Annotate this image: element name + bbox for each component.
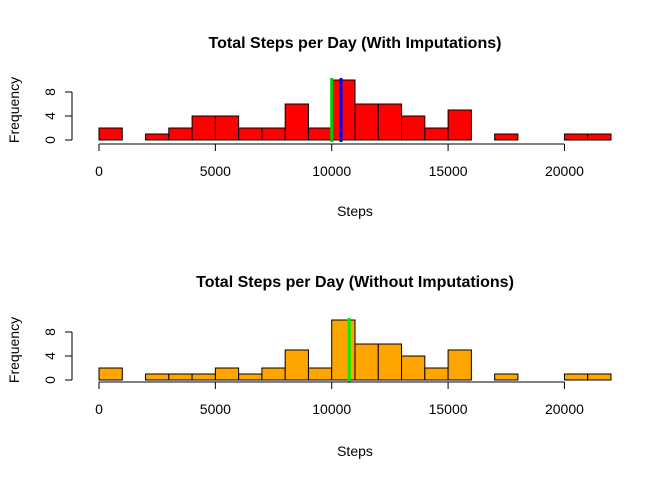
- histogram-bar: [331, 319, 356, 381]
- histogram-bar: [191, 115, 216, 141]
- y-tick-label: 4: [42, 352, 58, 360]
- x-tick-label: 20000: [545, 163, 584, 179]
- histogram-bar: [354, 103, 379, 141]
- histogram-bar: [168, 127, 193, 141]
- histogram-bar: [563, 373, 589, 381]
- x-tick-label: 5000: [200, 401, 231, 417]
- histogram-bar: [563, 133, 589, 141]
- histogram-bar: [261, 367, 286, 381]
- histogram-bar: [331, 79, 356, 141]
- y-axis-label: Frequency: [6, 77, 22, 143]
- histogram-bar: [284, 103, 309, 141]
- histogram-bar: [307, 367, 333, 381]
- histogram-bar: [587, 133, 612, 141]
- x-tick-label: 0: [95, 401, 103, 417]
- x-tick-label: 10000: [312, 401, 351, 417]
- histogram-bar: [447, 349, 472, 381]
- x-axis-label: Steps: [337, 203, 373, 219]
- histogram-bar: [587, 373, 612, 381]
- histogram-bar: [145, 373, 170, 381]
- histogram-bar: [424, 127, 449, 141]
- histogram-bar: [447, 109, 472, 141]
- histogram-bar: [307, 127, 333, 141]
- histogram-bar: [145, 133, 170, 141]
- x-tick-label: 20000: [545, 401, 584, 417]
- histogram-bar: [494, 373, 519, 381]
- histogram-bar: [354, 343, 379, 381]
- histogram-bar: [401, 115, 426, 141]
- histogram-bar: [214, 115, 240, 141]
- chart-title: Total Steps per Day (Without Imputations…: [196, 274, 514, 291]
- y-tick-label: 8: [42, 88, 58, 96]
- x-axis-label: Steps: [337, 443, 373, 459]
- x-tick-label: 0: [95, 163, 103, 179]
- histogram-bar: [214, 367, 240, 381]
- histogram-bar: [98, 367, 123, 381]
- histogram-bar: [424, 367, 449, 381]
- histogram-bar: [261, 127, 286, 141]
- histogram-bar: [168, 373, 193, 381]
- histogram-bar: [494, 133, 519, 141]
- x-tick-label: 10000: [312, 163, 351, 179]
- chart-title: Total Steps per Day (With Imputations): [209, 35, 502, 52]
- y-tick-label: 0: [42, 376, 58, 384]
- histogram-bar: [98, 127, 123, 141]
- histogram-bar: [284, 349, 309, 381]
- y-tick-label: 8: [42, 328, 58, 336]
- histogram-bar: [238, 373, 263, 381]
- y-tick-label: 4: [42, 112, 58, 120]
- y-tick-label: 0: [42, 136, 58, 144]
- histogram-bar: [377, 103, 403, 141]
- x-tick-label: 15000: [429, 163, 468, 179]
- x-tick-label: 15000: [429, 401, 468, 417]
- histogram-bar: [377, 343, 403, 381]
- histogram-bar: [238, 127, 263, 141]
- y-axis-label: Frequency: [6, 317, 22, 383]
- histogram-bar: [401, 355, 426, 381]
- x-tick-label: 5000: [200, 163, 231, 179]
- histogram-bar: [191, 373, 216, 381]
